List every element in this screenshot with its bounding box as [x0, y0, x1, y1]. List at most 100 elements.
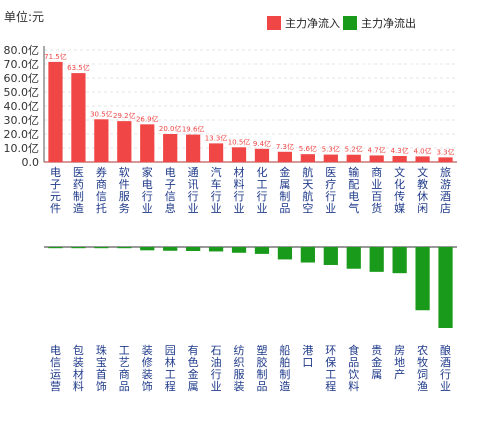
category-label-char: 航 — [302, 165, 313, 179]
legend-outflow[interactable]: 主力净流出 — [343, 15, 416, 31]
outflow-bar — [438, 247, 453, 328]
category-label-char: 服 — [234, 368, 245, 381]
category-label-char: 业 — [371, 178, 382, 191]
category-label-char: 程 — [325, 380, 336, 393]
outflow-bar — [415, 247, 430, 311]
category-label-char: 行 — [234, 190, 245, 203]
category-label-char: 金 — [188, 367, 199, 381]
inflow-chart: 80.0亿70.0亿60.0亿50.0亿40.0亿30.0亿20.0亿10.0亿… — [4, 44, 457, 215]
y-tick-label: 80.0亿 — [4, 44, 40, 57]
category-label-char: 输 — [348, 165, 359, 179]
category-label-char: 林 — [165, 355, 176, 369]
category-label-char: 息 — [165, 201, 176, 215]
category-label-char: 务 — [119, 202, 130, 215]
category-label-char: 件 — [50, 202, 61, 215]
inflow-bar — [323, 154, 338, 162]
category-label-char: 航 — [302, 189, 313, 203]
inflow-value-label: 10.5亿 — [228, 137, 251, 146]
outflow-bar — [48, 247, 63, 249]
unit-label: 单位:元 — [4, 10, 45, 24]
category-label-char: 车 — [211, 177, 222, 191]
inflow-bar — [48, 61, 63, 162]
outflow-bar — [140, 247, 155, 251]
legend-inflow[interactable]: 主力净流入 — [267, 15, 340, 31]
category-label-char: 商 — [371, 165, 382, 179]
category-label-char: 石 — [211, 344, 222, 357]
inflow-value-label: 4.0亿 — [414, 146, 432, 155]
category-label-char: 天 — [302, 178, 313, 191]
category-label-char: 造 — [279, 379, 290, 393]
category-label-char: 软 — [119, 165, 130, 179]
inflow-bar — [254, 148, 270, 162]
category-label-char: 属 — [279, 178, 290, 191]
category-label-char: 旅 — [440, 165, 451, 179]
category-label-char: 工 — [325, 368, 336, 381]
inflow-value-label: 5.3亿 — [322, 145, 340, 154]
category-label-char: 疗 — [325, 177, 336, 191]
inflow-bar — [163, 134, 178, 162]
category-label-char: 珠 — [96, 343, 107, 357]
category-label-char: 装 — [73, 356, 84, 369]
category-label-char: 食 — [348, 343, 359, 357]
category-label-char: 件 — [119, 178, 130, 191]
outflow-bar — [163, 247, 178, 251]
inflow-value-label: 4.7亿 — [368, 145, 386, 154]
category-label-char: 料 — [348, 379, 359, 393]
category-label-char: 油 — [211, 355, 222, 369]
category-label-char: 电 — [50, 344, 61, 357]
category-label-char: 闲 — [417, 201, 428, 215]
category-label-char: 渔 — [417, 380, 428, 393]
y-tick-label: 10.0亿 — [4, 142, 40, 155]
category-label-char: 金 — [371, 355, 382, 369]
category-label-char: 业 — [211, 202, 222, 215]
category-label-char: 园 — [165, 344, 176, 357]
category-label-char: 电 — [348, 190, 359, 203]
category-label-char: 装 — [234, 380, 245, 393]
inflow-bar — [415, 156, 430, 162]
inflow-value-label: 13.3亿 — [205, 133, 228, 142]
category-label-char: 汽 — [211, 165, 222, 179]
inflow-value-label: 7.3亿 — [276, 142, 294, 151]
category-label-char: 地 — [394, 356, 405, 369]
category-label-char: 制 — [279, 368, 290, 381]
category-label-char: 品 — [279, 202, 290, 215]
category-label-char: 胶 — [256, 355, 267, 369]
category-label-char: 环 — [325, 344, 336, 357]
inflow-bar — [140, 124, 155, 162]
category-label-char: 子 — [165, 178, 176, 191]
outflow-bar — [117, 247, 132, 249]
category-label-char: 百 — [371, 190, 382, 203]
category-label-char: 业 — [234, 202, 245, 215]
category-label-char: 材 — [234, 165, 245, 179]
legend-inflow-label: 主力净流入 — [285, 17, 340, 30]
category-label-char: 制 — [73, 190, 84, 203]
inflow-value-label: 20.0亿 — [159, 124, 182, 133]
category-label-char: 信 — [96, 190, 107, 203]
category-label-char: 行 — [211, 368, 222, 381]
y-tick-label: 20.0亿 — [4, 128, 40, 141]
category-label-char: 品 — [119, 380, 130, 393]
category-label-char: 属 — [371, 368, 382, 381]
category-label-char: 文 — [394, 165, 405, 179]
outflow-bar — [94, 247, 109, 249]
category-label-char: 材 — [73, 367, 84, 381]
inflow-bar — [186, 134, 201, 162]
category-label-char: 文 — [417, 165, 428, 179]
category-label-char: 农 — [417, 343, 428, 357]
outflow-chart: 电信运营包装材料珠宝首饰工艺商品装修装饰园林工程有色金属石油行业纺织服装塑胶制品… — [44, 246, 457, 393]
category-label-char: 工 — [119, 344, 130, 357]
category-label-char: 服 — [119, 190, 130, 203]
inflow-value-label: 19.6亿 — [182, 125, 205, 134]
category-label-char: 化 — [256, 165, 267, 179]
inflow-bar — [71, 73, 86, 162]
category-label-char: 工 — [256, 178, 267, 191]
category-label-char: 医 — [73, 166, 84, 179]
inflow-value-label: 26.9亿 — [136, 114, 159, 123]
category-label-char: 牧 — [417, 355, 428, 369]
category-label-char: 料 — [234, 177, 245, 191]
outflow-bar — [300, 247, 315, 263]
outflow-bar — [231, 247, 247, 253]
legend-outflow-label: 主力净流出 — [361, 17, 416, 30]
category-label-char: 品 — [256, 380, 267, 393]
